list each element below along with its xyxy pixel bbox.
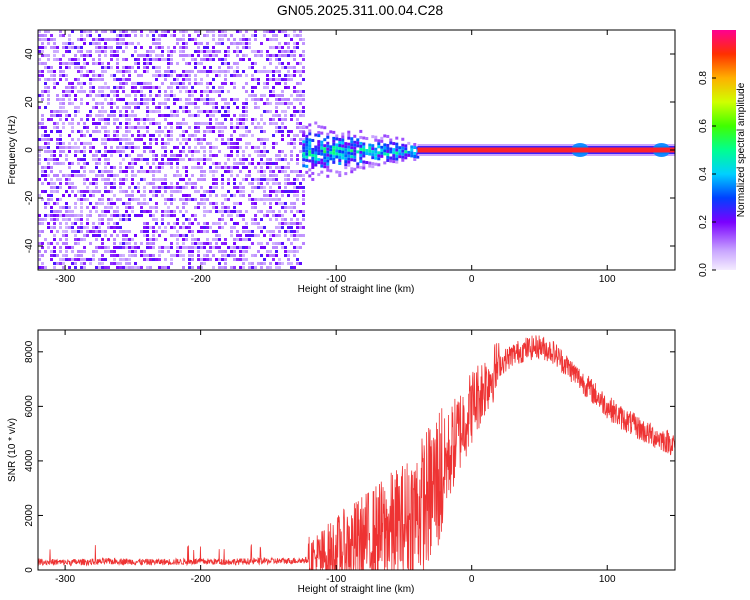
colorbar-tick-label: 0.0 [698, 263, 709, 277]
snr-x-tick-label: 0 [469, 574, 475, 585]
spectrogram-y-label: Frequency (Hz) [7, 116, 18, 185]
snr-series-line [38, 335, 675, 570]
colorbar-tick-label: 0.6 [698, 119, 709, 133]
snr-y-tick-label: 8000 [24, 340, 35, 363]
snr-x-tick-label: 100 [599, 574, 616, 585]
colorbar-tick-label: 0.2 [698, 215, 709, 229]
spectrogram-x-label: Height of straight line (km) [298, 284, 415, 295]
snr-y-label: SNR (10 * v/v) [7, 418, 18, 482]
heatmap-region [417, 143, 675, 157]
snr-y-tick-label: 6000 [24, 395, 35, 418]
colorbar-label: Normalized spectral amplitude [736, 82, 747, 217]
colorbar-tick-label: 0.4 [698, 167, 709, 181]
heatmap-region [38, 30, 305, 269]
spectrogram-x-tick-label: 100 [599, 274, 616, 285]
spectrogram-y-tick-label: 0 [24, 147, 35, 153]
spectrogram-x-tick-label: -100 [326, 274, 346, 285]
heatmap-region [302, 121, 420, 181]
spectrogram-x-tick-label: -300 [55, 274, 75, 285]
snr-x-label: Height of straight line (km) [298, 584, 415, 595]
spectrogram-y-tick-label: 40 [24, 48, 35, 60]
colorbar-gradient [712, 30, 736, 270]
snr-y-tick-label: 2000 [24, 504, 35, 527]
chart-title: GN05.2025.311.00.04.C28 [277, 2, 444, 18]
snr-y-tick-label: 4000 [24, 449, 35, 472]
snr-y-tick-label: 0 [24, 567, 35, 573]
spectrogram-x-tick-label: -200 [191, 274, 211, 285]
snr-frame [37, 329, 676, 571]
spectrogram-y-tick-label: 20 [24, 96, 35, 108]
spectrogram-y-tick-label: -20 [24, 190, 35, 205]
colorbar-tick-label: 0.8 [698, 71, 709, 85]
colorbar: 0.0 0.2 0.4 0.6 0.8 Normalized spectral ampl… [698, 30, 747, 277]
spectrogram-y-tick-label: -40 [24, 238, 35, 253]
snr-x-tick-label: -100 [326, 574, 346, 585]
spectrogram-x-tick-label: 0 [469, 274, 475, 285]
snr-x-tick-label: -300 [55, 574, 75, 585]
snr-x-tick-label: -200 [191, 574, 211, 585]
